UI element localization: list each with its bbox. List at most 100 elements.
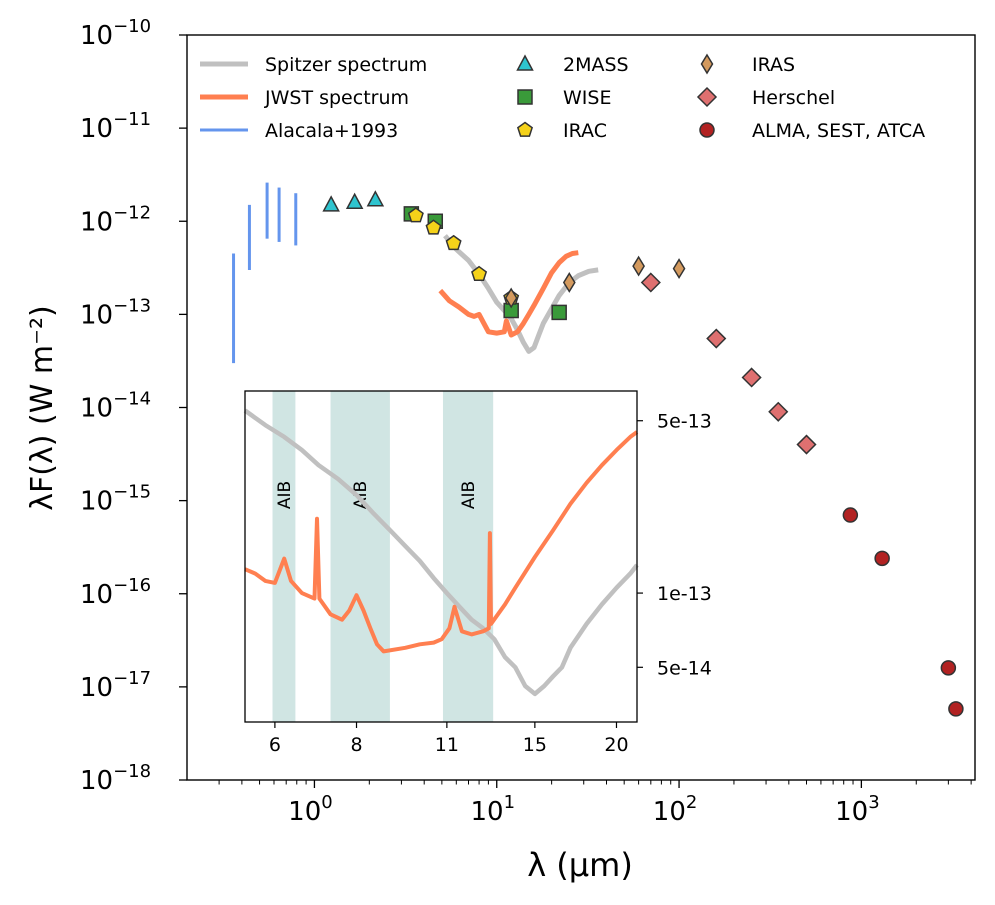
x-tick-exponent: 3 [868, 792, 879, 813]
y-tick-base: 10 [80, 300, 113, 330]
y-tick-base: 10 [80, 394, 113, 424]
y-tick-base: 10 [80, 487, 113, 517]
inset-background [245, 391, 637, 722]
legend-wise-marker [517, 89, 533, 105]
legend-irac-label: IRAC [563, 120, 607, 142]
y-tick-label: 10−14 [80, 389, 151, 424]
main-axes-frame [186, 34, 976, 781]
iras-points [504, 255, 686, 309]
twomass-point [345, 192, 364, 209]
iras-point [672, 258, 686, 280]
y-tick-label: 10−16 [80, 575, 151, 610]
herschel-point [706, 328, 727, 349]
herschel-point [640, 272, 661, 293]
aib-band-label: AIB [351, 481, 371, 509]
y-tick-label: 10−10 [80, 16, 151, 51]
x-tick-base: 10 [470, 797, 503, 827]
y-tick-base: 10 [80, 580, 113, 610]
legend-twomass-marker [516, 54, 534, 71]
y-axis-label: λF(λ) (W m⁻²) [25, 305, 60, 510]
twomass-points [322, 190, 385, 212]
inset-x-tick-label: 8 [350, 734, 362, 756]
x-tick-exponent: 1 [504, 792, 515, 813]
y-tick-label: 10−18 [80, 761, 151, 796]
inset-x-tick-label: 11 [435, 734, 459, 756]
alma-point [842, 507, 859, 523]
x-minor-ticks [218, 780, 972, 785]
x-tick-label: 100 [288, 792, 333, 827]
y-tick-label: 10−12 [80, 202, 151, 237]
herschel-point [796, 434, 817, 455]
legend-irac-marker [516, 121, 534, 137]
x-tick-label: 102 [653, 792, 698, 827]
legend-iras-marker [700, 53, 714, 75]
twomass-point [366, 190, 385, 207]
y-tick-exponent: −14 [113, 389, 151, 410]
legend: Spitzer spectrum JWST spectrum Alacala+199… [200, 53, 925, 142]
inset-y-tick-label: 5e-13 [657, 411, 712, 433]
irac-point [425, 219, 442, 235]
inset-x-tick-label: 6 [269, 734, 281, 756]
alma-point [948, 701, 964, 717]
legend-iras-label: IRAS [752, 54, 795, 76]
herschel-point [768, 401, 789, 422]
iras-point [562, 272, 576, 293]
inset-spitzer-line [243, 408, 639, 697]
inset-y-tick-label: 1e-13 [657, 583, 712, 605]
y-tick-base: 10 [80, 114, 113, 144]
inset-x-tick-label: 15 [523, 734, 547, 756]
iras-point [504, 287, 518, 309]
aib-band-label: AIB [459, 481, 479, 509]
aib-band [442, 391, 494, 722]
aib-band-label: AIB [275, 481, 295, 509]
x-tick-exponent: 0 [321, 792, 332, 813]
y-tick-exponent: −10 [113, 16, 151, 37]
y-tick-label: 10−13 [80, 295, 151, 330]
y-tick-exponent: −16 [113, 575, 151, 596]
inset-plot: AIB AIB AIB 6 8 11 15 20 5e-13 1e-13 5e-14 [243, 390, 712, 756]
legend-jwst-label: JWST spectrum [264, 87, 409, 109]
x-tick-label: 101 [470, 792, 515, 827]
y-tick-base: 10 [80, 766, 113, 796]
y-tick-exponent: −13 [113, 295, 151, 316]
y-tick-exponent: −18 [113, 761, 151, 782]
herschel-point [741, 367, 762, 388]
aib-band [330, 391, 390, 722]
legend-herschel-marker [696, 86, 718, 108]
wise-point [551, 304, 567, 321]
y-tick-base: 10 [80, 673, 113, 703]
irac-point [445, 234, 462, 251]
alma-point [940, 660, 957, 676]
y-tick-label: 10−15 [80, 482, 151, 517]
y-tick-exponent: −15 [113, 482, 151, 503]
legend-wise-label: WISE [563, 87, 611, 109]
legend-alacala-label: Alacala+1993 [265, 120, 398, 142]
iras-point [632, 255, 645, 277]
legend-alma-marker [699, 122, 715, 138]
y-tick-base: 10 [80, 207, 113, 237]
y-tick-exponent: −17 [113, 668, 151, 689]
inset-y-tick-label: 5e-14 [657, 657, 712, 679]
x-tick-base: 10 [835, 797, 868, 827]
jwst-spectrum-line [438, 250, 579, 338]
y-tick-exponent: −12 [113, 202, 151, 223]
x-tick-exponent: 2 [686, 792, 697, 813]
legend-spitzer-label: Spitzer spectrum [265, 54, 427, 76]
irac-point [471, 265, 488, 282]
irac-point [407, 207, 424, 223]
y-tick-exponent: −11 [113, 109, 151, 130]
main-plot: 100 101 102 10310−1010−1110−1210−1310−1410−… [80, 16, 976, 827]
inset-x-tick-label: 20 [604, 734, 628, 756]
legend-herschel-label: Herschel [752, 87, 835, 109]
y-tick-base: 10 [80, 21, 113, 51]
x-tick-base: 10 [653, 797, 686, 827]
alma-point [874, 550, 890, 567]
x-axis-label: λ (μm) [527, 846, 633, 884]
legend-alma-label: ALMA, SEST, ATCA [752, 120, 925, 142]
inset-jwst-line [244, 430, 639, 654]
x-tick-label: 103 [835, 792, 880, 827]
inset-axes-frame [244, 390, 638, 723]
twomass-point [322, 195, 340, 212]
herschel-points [640, 272, 817, 455]
